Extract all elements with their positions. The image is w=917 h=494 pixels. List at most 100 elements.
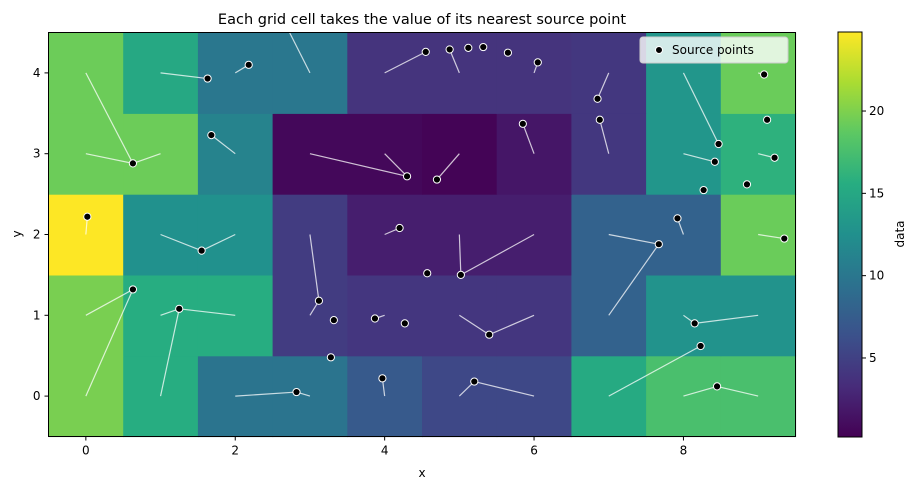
source-point xyxy=(518,119,527,128)
connection-line xyxy=(309,153,408,177)
colorbar-tick-label: 10 xyxy=(869,269,884,283)
source-point xyxy=(329,316,338,325)
y-tick-label: 4 xyxy=(33,66,41,80)
y-axis-label: y xyxy=(10,230,24,237)
heatmap-cell xyxy=(496,355,572,438)
connection-line xyxy=(522,123,535,154)
source-point xyxy=(400,319,409,328)
connection-line xyxy=(596,72,610,99)
connection-line xyxy=(682,72,720,145)
connection-line xyxy=(85,288,134,316)
heatmap-cell xyxy=(571,274,647,357)
heatmap-cell xyxy=(272,355,348,438)
connection-line xyxy=(160,233,202,252)
x-tick-label: 6 xyxy=(530,444,538,458)
source-point xyxy=(710,157,719,166)
source-point xyxy=(464,43,473,52)
x-tick-label: 4 xyxy=(381,444,389,458)
source-point xyxy=(128,285,138,294)
x-axis-label: x xyxy=(418,466,425,480)
source-point xyxy=(314,296,324,305)
source-point xyxy=(714,139,723,149)
heatmap-cell xyxy=(123,113,199,195)
connection-line xyxy=(683,385,718,397)
source-point xyxy=(203,74,212,83)
source-point xyxy=(128,159,138,168)
heatmap-cell xyxy=(272,32,348,114)
y-tick-label: 2 xyxy=(33,228,41,242)
colorbar: 5 10 15 20 data xyxy=(837,31,907,438)
source-point xyxy=(423,269,432,278)
connection-line xyxy=(85,153,134,164)
connection-line xyxy=(160,72,208,80)
source-point xyxy=(760,70,769,79)
source-point xyxy=(292,387,301,397)
heatmap-cell xyxy=(496,113,572,195)
source-point xyxy=(595,115,604,124)
connection-line xyxy=(608,243,660,316)
connection-line xyxy=(758,233,785,240)
source-point xyxy=(197,246,206,255)
source-points xyxy=(83,42,789,397)
source-point xyxy=(780,234,789,243)
source-point xyxy=(485,330,494,339)
heatmap-cell xyxy=(720,274,797,357)
source-point xyxy=(456,270,465,279)
connection-line xyxy=(683,153,715,163)
source-point xyxy=(83,212,92,221)
y-tick-label: 1 xyxy=(33,308,41,322)
source-point xyxy=(244,60,253,69)
connection-line xyxy=(436,153,460,180)
source-point xyxy=(421,47,430,56)
colorbar-ticks: 5 10 15 20 xyxy=(862,104,884,365)
connection-line xyxy=(384,51,427,74)
heatmap-cell xyxy=(48,194,124,276)
colorbar-label: data xyxy=(893,220,907,247)
connection-line xyxy=(449,49,460,74)
connection-line xyxy=(85,289,134,397)
connection-line xyxy=(474,380,535,397)
connection-line xyxy=(309,234,320,301)
heatmap-cell xyxy=(123,355,199,438)
colorbar-tick-label: 20 xyxy=(869,104,884,118)
colorbar-gradient xyxy=(837,31,863,438)
heatmap-cell xyxy=(646,194,722,276)
heatmap-cell xyxy=(197,113,274,195)
source-point xyxy=(402,172,412,181)
connection-line xyxy=(85,72,134,164)
source-point xyxy=(370,314,380,323)
connection-line xyxy=(159,308,180,397)
connection-line xyxy=(716,385,759,397)
colorbar-tick-label: 15 xyxy=(869,186,884,200)
heatmap-cell xyxy=(48,355,124,438)
heatmap-cell xyxy=(272,274,348,357)
heatmap-cell xyxy=(496,32,572,114)
heatmap-cell xyxy=(720,355,797,438)
chart-title: Each grid cell takes the value of its ne… xyxy=(218,12,626,28)
legend-box xyxy=(639,36,789,64)
connection-line xyxy=(235,391,297,397)
heatmap-cell xyxy=(496,194,572,276)
source-point xyxy=(479,42,488,52)
legend-label: Source points xyxy=(672,43,754,57)
source-point xyxy=(175,304,184,313)
source-point xyxy=(503,48,513,57)
heatmap-cell xyxy=(571,113,647,195)
y-tick-label: 3 xyxy=(33,147,41,161)
legend-marker xyxy=(655,46,663,54)
connection-line xyxy=(459,314,490,336)
x-tick-label: 2 xyxy=(231,444,239,458)
heatmap-cell xyxy=(197,274,274,357)
colorbar-tick-label: 5 xyxy=(869,351,877,365)
source-point xyxy=(207,131,216,140)
connection-line xyxy=(694,314,759,324)
source-point xyxy=(470,377,479,386)
source-point xyxy=(593,94,602,103)
connection-line xyxy=(287,28,311,74)
x-axis-ticks: 0 2 4 6 8 xyxy=(82,436,687,458)
y-tick-label: 0 xyxy=(33,389,41,403)
source-point xyxy=(378,374,387,383)
source-point xyxy=(690,319,699,328)
legend: Source points xyxy=(639,36,789,64)
